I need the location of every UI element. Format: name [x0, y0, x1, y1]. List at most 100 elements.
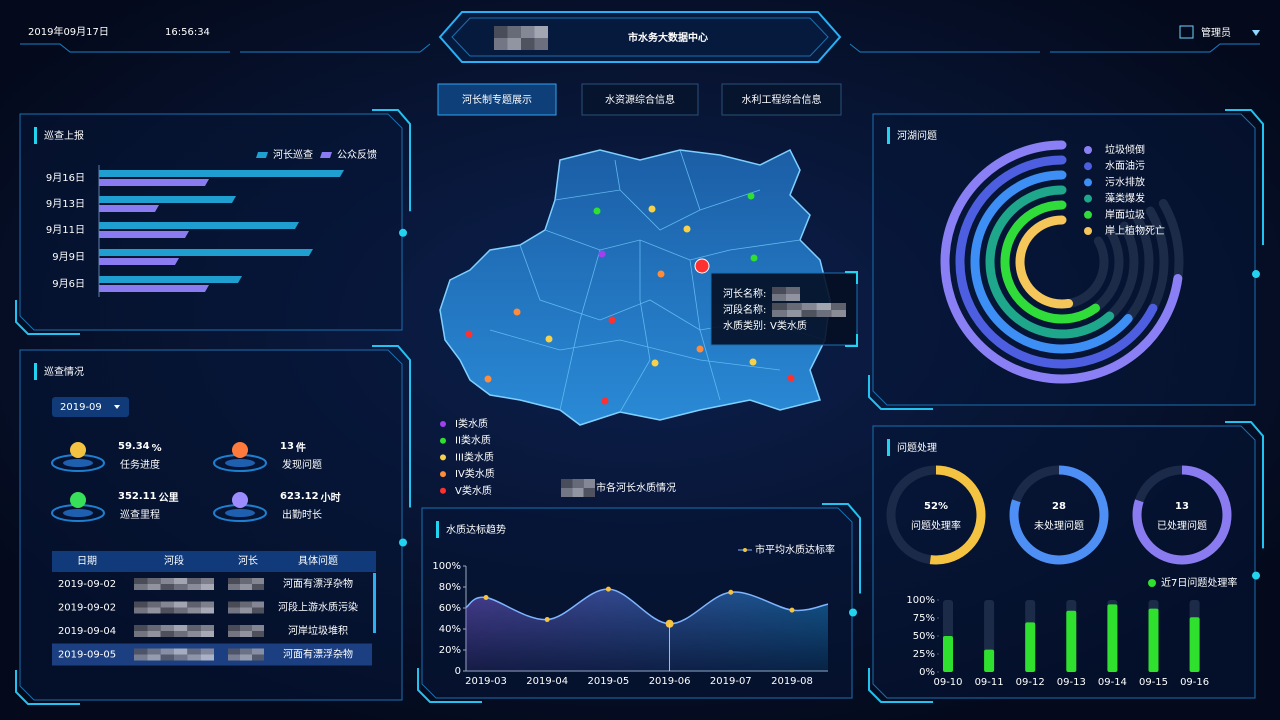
x-tick-label: 09-14: [1098, 677, 1127, 688]
map-point[interactable]: [601, 397, 609, 405]
point: [728, 589, 734, 595]
mosaic-cell: [252, 625, 264, 631]
legend-dot: [440, 487, 446, 494]
mosaic-cell: [147, 584, 161, 590]
mosaic-cell: [786, 310, 802, 317]
table-cell-date: 2019-09-04: [58, 626, 116, 637]
mosaic-cell: [160, 654, 174, 661]
point: [605, 586, 611, 592]
map-point[interactable]: [465, 330, 473, 338]
page-title: 市水务大数据中心: [628, 31, 708, 44]
legend-dot: [440, 454, 446, 461]
tab-label[interactable]: 水资源综合信息: [605, 93, 675, 106]
x-tick-label: 09-13: [1057, 677, 1086, 688]
mosaic-cell: [507, 26, 521, 38]
legend-swatch: [256, 152, 268, 158]
title-bar: [887, 127, 890, 144]
tab-label[interactable]: 河长制专题展示: [462, 93, 532, 106]
legend-label: 污水排放: [1105, 175, 1145, 188]
bar: [99, 196, 236, 203]
y-tick-label: 0%: [919, 667, 935, 678]
map-point[interactable]: [657, 270, 665, 278]
stat-icon-base: [63, 459, 93, 467]
x-tick-label: 2019-06: [649, 676, 691, 687]
mosaic-cell: [228, 601, 240, 608]
ring-bar: [1015, 215, 1074, 309]
month-value[interactable]: 2019-09: [60, 402, 102, 413]
tab-label[interactable]: 水利工程综合信息: [742, 93, 822, 106]
map-point[interactable]: [598, 250, 606, 258]
panel-knob: [399, 228, 407, 237]
user-menu[interactable]: 管理员: [1179, 25, 1260, 39]
stat-icon: [70, 442, 86, 458]
legend-dot: [1148, 579, 1156, 587]
tooltip-field: 河段名称:: [723, 303, 766, 316]
map-point[interactable]: [513, 308, 521, 316]
legend-dot: [1084, 227, 1092, 235]
table-cell-issue: 河岸垃圾堆积: [288, 624, 348, 637]
y-tick-label: 25%: [913, 649, 935, 660]
map-point[interactable]: [750, 254, 758, 262]
title-bar: [34, 127, 37, 144]
mosaic-cell: [160, 625, 174, 631]
mosaic-cell: [831, 310, 846, 317]
deco-line: [240, 43, 431, 53]
bar: [1025, 622, 1036, 672]
mosaic-cell: [252, 601, 264, 608]
map-point[interactable]: [747, 192, 755, 200]
mosaic-cell: [831, 303, 846, 310]
legend-dot: [1084, 194, 1092, 203]
mosaic-cell: [252, 648, 264, 655]
mosaic-cell: [816, 310, 832, 317]
table-cell-issue: 河段上游水质污染: [278, 601, 358, 614]
mosaic-cell: [240, 631, 252, 637]
bar: [99, 231, 189, 238]
legend-dot: [743, 548, 747, 552]
mosaic-cell: [200, 625, 214, 631]
stat-icon: [232, 492, 248, 508]
map-point[interactable]: [696, 345, 704, 353]
map-point[interactable]: [651, 359, 659, 367]
mosaic-cell: [160, 648, 174, 655]
time: 16:56:34: [165, 27, 210, 38]
map-point[interactable]: [608, 316, 616, 324]
panel-accent: [1225, 421, 1264, 549]
mosaic-cell: [252, 578, 264, 584]
bar: [99, 179, 209, 186]
y-tick-label: 80%: [439, 582, 461, 593]
tab[interactable]: [437, 83, 557, 116]
tab[interactable]: [581, 83, 699, 116]
map-point[interactable]: [749, 358, 757, 366]
mosaic-cell: [187, 631, 201, 637]
x-tick-label: 2019-08: [771, 676, 813, 687]
legend-label: V类水质: [455, 484, 492, 497]
map-point[interactable]: [545, 335, 553, 343]
map-point[interactable]: [787, 374, 795, 382]
user-name[interactable]: 管理员: [1201, 26, 1231, 39]
bar: [99, 258, 179, 265]
mosaic-cell: [772, 310, 787, 317]
tab[interactable]: [721, 83, 842, 116]
stat-icon-base: [63, 509, 93, 517]
mosaic-cell: [561, 488, 573, 497]
stat-value: 352.11: [118, 491, 157, 502]
mosaic-cell: [160, 607, 174, 614]
mosaic-cell: [786, 294, 800, 301]
map-caption: 市各河长水质情况: [596, 481, 676, 494]
map-point[interactable]: [648, 205, 656, 213]
ring-bar: [1000, 200, 1100, 324]
panel-knob: [1252, 270, 1260, 279]
x-tick-label: 09-11: [975, 677, 1004, 688]
y-tick-label: 9月11日: [46, 224, 85, 236]
ring-bar: [985, 185, 1115, 339]
map-point[interactable]: [593, 207, 601, 215]
month-picker[interactable]: [52, 397, 129, 417]
mosaic-cell: [228, 578, 240, 584]
mosaic-cell: [187, 578, 201, 584]
map-point[interactable]: [683, 225, 691, 233]
map-point-selected[interactable]: [694, 258, 710, 274]
mosaic-cell: [187, 625, 201, 631]
map-point[interactable]: [484, 375, 492, 383]
stat-icon-base: [225, 459, 255, 467]
